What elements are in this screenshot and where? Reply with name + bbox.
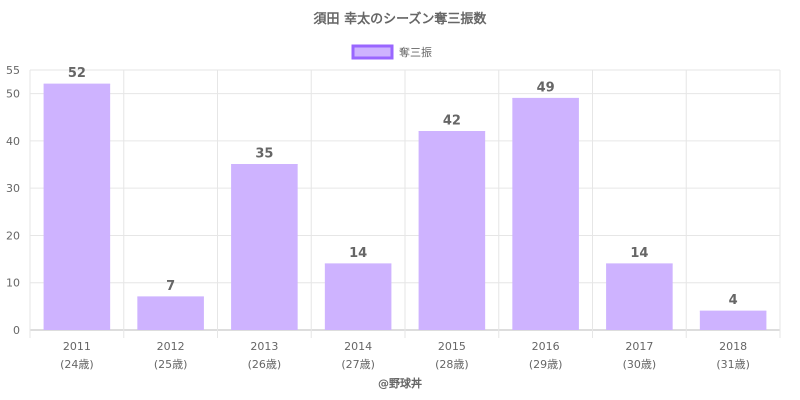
bar [43, 84, 111, 330]
data-label: 42 [443, 113, 461, 128]
x-axis: 2011 (24歳) 2012 (25歳) 2013 (26歳) 2014 (27歳) 2015… [60, 340, 750, 371]
y-tick-label: 55 [6, 64, 20, 77]
y-tick-label: 50 [6, 88, 20, 101]
legend-swatch [351, 44, 394, 60]
credit-text: @野球丼 [378, 376, 422, 390]
legend: 奪三振 [351, 44, 432, 60]
y-tick-label: 20 [6, 229, 20, 242]
x-tick-label: 2018 [719, 340, 747, 353]
bar [418, 131, 486, 330]
x-tick-sublabel: (30歳) [623, 358, 657, 371]
grid [29, 69, 781, 338]
x-tick-label: 2016 [532, 340, 560, 353]
data-label: 52 [68, 66, 86, 81]
bar [606, 263, 673, 330]
x-tick-sublabel: (29歳) [529, 358, 563, 371]
x-tick-label: 2017 [625, 340, 653, 353]
data-label: 49 [537, 80, 555, 95]
y-axis: 0 10 20 30 40 50 55 [6, 64, 20, 337]
x-tick-label: 2011 [63, 340, 91, 353]
legend-label: 奪三振 [399, 45, 432, 59]
y-tick-label: 0 [13, 324, 20, 337]
data-label: 7 [166, 279, 175, 294]
x-tick-sublabel: (25歳) [154, 358, 188, 371]
x-tick-sublabel: (31歳) [716, 358, 750, 371]
x-tick-label: 2012 [157, 340, 185, 353]
x-tick-sublabel: (26歳) [248, 358, 282, 371]
data-label: 14 [630, 246, 648, 261]
x-tick-sublabel: (28歳) [435, 358, 469, 371]
x-tick-label: 2014 [344, 340, 372, 353]
y-tick-label: 30 [6, 182, 20, 195]
x-tick-sublabel: (27歳) [341, 358, 375, 371]
bar [231, 164, 298, 330]
bar [137, 296, 204, 330]
x-tick-sublabel: (24歳) [60, 358, 94, 371]
x-tick-label: 2015 [438, 340, 466, 353]
data-label: 14 [349, 246, 367, 261]
bar [324, 263, 392, 330]
y-tick-label: 10 [6, 277, 20, 290]
bar [512, 98, 579, 330]
bars [43, 83, 767, 330]
data-labels: 52 7 35 14 42 49 14 4 [68, 66, 738, 308]
x-tick-label: 2013 [250, 340, 278, 353]
bar [699, 311, 767, 330]
data-label: 4 [729, 293, 738, 308]
y-tick-label: 40 [6, 135, 20, 148]
data-label: 35 [255, 147, 273, 162]
chart-title: 須田 幸太のシーズン奪三振数 [313, 11, 488, 27]
